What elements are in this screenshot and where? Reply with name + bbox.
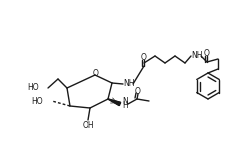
Polygon shape — [115, 101, 117, 103]
Polygon shape — [113, 100, 114, 102]
Text: HO: HO — [27, 84, 39, 93]
Polygon shape — [109, 99, 110, 100]
Polygon shape — [116, 101, 118, 104]
Polygon shape — [112, 100, 113, 102]
Text: N: N — [122, 98, 128, 106]
Polygon shape — [112, 100, 113, 101]
Polygon shape — [113, 101, 115, 103]
Polygon shape — [117, 102, 119, 104]
Text: HO: HO — [31, 96, 43, 106]
Polygon shape — [117, 102, 119, 105]
Polygon shape — [108, 99, 109, 100]
Text: O: O — [135, 87, 141, 96]
Text: O: O — [204, 50, 210, 58]
Polygon shape — [118, 102, 120, 105]
Text: O: O — [93, 69, 99, 77]
Polygon shape — [111, 100, 112, 101]
Text: O: O — [141, 53, 147, 63]
Polygon shape — [116, 101, 117, 104]
Polygon shape — [110, 100, 111, 101]
Text: NH: NH — [123, 79, 135, 87]
Polygon shape — [119, 102, 121, 106]
Polygon shape — [114, 101, 115, 103]
Text: H: H — [122, 101, 128, 111]
Text: OH: OH — [82, 120, 94, 130]
Polygon shape — [115, 101, 116, 103]
Text: NH: NH — [191, 50, 203, 59]
